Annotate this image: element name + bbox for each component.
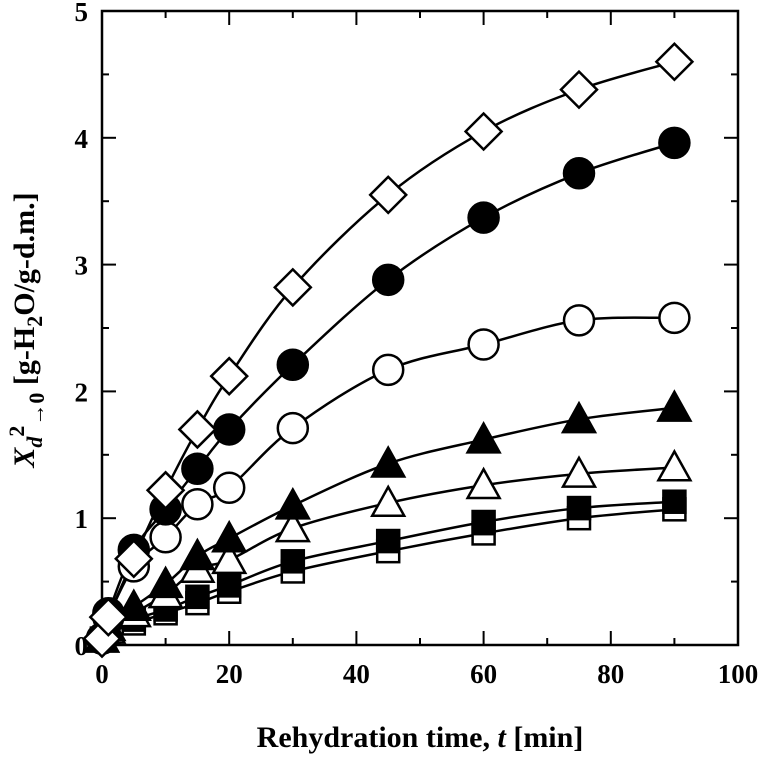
data-point-filled-triangle bbox=[274, 486, 311, 520]
data-point-open-circle bbox=[467, 328, 500, 361]
data-point-filled-circle bbox=[181, 452, 214, 485]
data-point-filled-square bbox=[471, 509, 496, 535]
x-tick-label: 40 bbox=[343, 659, 370, 689]
data-point-filled-circle bbox=[212, 413, 246, 446]
data-point-open-triangle bbox=[274, 509, 311, 543]
data-point-filled-triangle bbox=[179, 537, 216, 571]
data-point-open-triangle bbox=[211, 541, 248, 575]
y-tick-label: 5 bbox=[75, 0, 89, 27]
x-axis-label: Rehydration time, t [min] bbox=[257, 721, 584, 754]
data-point-open-circle bbox=[212, 471, 246, 505]
data-point-filled-square bbox=[375, 528, 401, 554]
x-tick-label: 20 bbox=[216, 659, 243, 689]
data-point-open-diamond bbox=[209, 356, 249, 396]
data-point-filled-square bbox=[662, 489, 687, 514]
data-point-filled-triangle bbox=[115, 588, 152, 622]
data-point-filled-circle bbox=[562, 157, 596, 190]
data-point-filled-triangle bbox=[656, 389, 693, 422]
data-point-filled-triangle bbox=[147, 565, 184, 599]
data-point-open-diamond bbox=[654, 41, 695, 82]
data-point-open-triangle bbox=[656, 448, 693, 482]
x-tick-label: 100 bbox=[718, 659, 759, 689]
data-point-open-circle bbox=[276, 411, 310, 445]
data-point-filled-circle bbox=[658, 126, 691, 160]
y-tick-label: 4 bbox=[75, 124, 89, 154]
data-point-open-circle bbox=[562, 304, 596, 337]
x-tick-label: 0 bbox=[95, 659, 109, 689]
y-tick-label: 2 bbox=[75, 377, 89, 407]
data-point-filled-square bbox=[216, 573, 242, 598]
y-tick-label: 1 bbox=[75, 504, 89, 534]
data-point-open-triangle bbox=[370, 484, 407, 518]
x-tick-label: 60 bbox=[470, 659, 497, 689]
data-point-open-diamond bbox=[463, 111, 504, 152]
data-point-open-circle bbox=[371, 353, 405, 387]
data-point-filled-square bbox=[566, 495, 592, 521]
data-point-filled-triangle bbox=[465, 421, 502, 454]
data-point-filled-triangle bbox=[370, 445, 407, 478]
data-point-filled-circle bbox=[371, 263, 405, 297]
data-point-filled-triangle bbox=[211, 519, 248, 553]
data-point-open-diamond bbox=[88, 597, 129, 637]
data-point-open-diamond bbox=[145, 470, 186, 511]
data-point-open-diamond bbox=[114, 539, 154, 579]
data-point-filled-circle bbox=[467, 201, 500, 234]
data-markers bbox=[82, 41, 695, 659]
series-open-diamond bbox=[82, 41, 695, 659]
data-point-open-diamond bbox=[559, 69, 599, 110]
data-point-open-triangle bbox=[465, 466, 502, 500]
x-tick-label: 80 bbox=[597, 659, 624, 689]
data-point-filled-square bbox=[280, 549, 306, 574]
data-point-open-diamond bbox=[368, 175, 408, 215]
axis-ticks bbox=[101, 10, 739, 646]
data-point-open-diamond bbox=[273, 267, 313, 308]
data-point-filled-triangle bbox=[560, 400, 598, 434]
y-tick-label: 3 bbox=[75, 251, 89, 281]
data-point-open-circle bbox=[181, 488, 214, 521]
data-point-open-triangle bbox=[560, 455, 598, 488]
data-point-open-circle bbox=[658, 301, 691, 335]
data-point-filled-circle bbox=[276, 348, 310, 382]
y-axis-label: Xd2→0 [g-H2O/g-d.m.] bbox=[4, 192, 49, 468]
data-point-filled-square bbox=[185, 584, 210, 610]
data-point-open-diamond bbox=[177, 409, 218, 450]
x-tick-labels: 0 20 40 60 80 100 bbox=[95, 659, 758, 689]
data-point-open-circle bbox=[149, 520, 182, 554]
